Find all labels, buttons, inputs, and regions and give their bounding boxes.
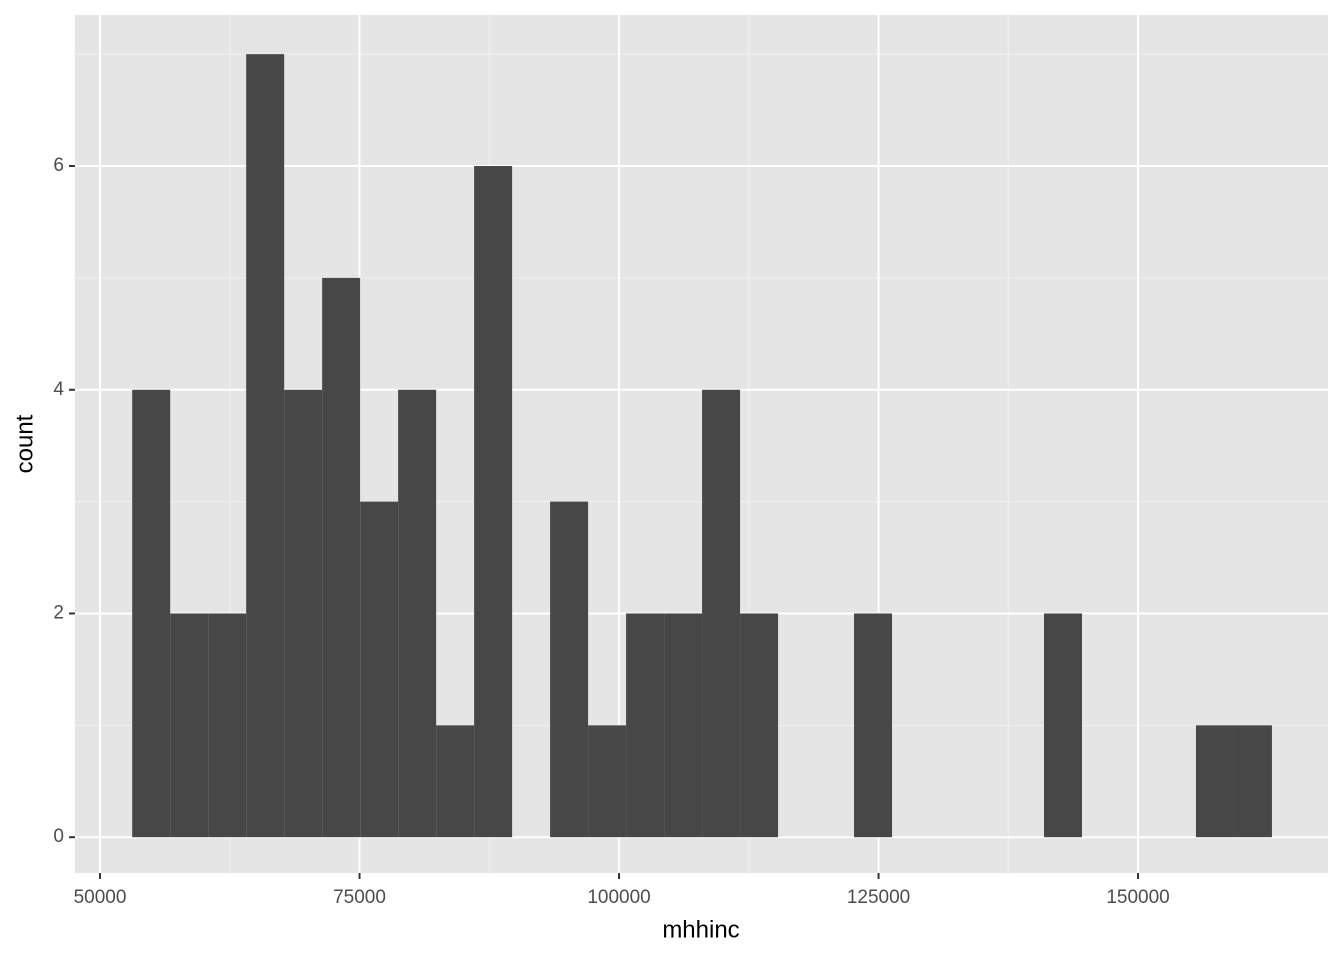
bar [170, 613, 209, 838]
bar [550, 501, 589, 838]
x-tick-label: 100000 [587, 887, 650, 908]
bar [436, 725, 475, 838]
bar [1195, 725, 1234, 838]
bar [474, 166, 513, 838]
bar [398, 389, 437, 838]
x-tick-label: 150000 [1106, 887, 1169, 908]
bar [626, 613, 665, 838]
y-tick-label: 4 [53, 379, 64, 400]
y-tick-label: 6 [53, 155, 64, 176]
bar [360, 501, 399, 838]
bar [854, 613, 893, 838]
bar [1233, 725, 1272, 838]
bar [588, 725, 627, 838]
x-tick-label: 125000 [847, 887, 910, 908]
bars [132, 54, 1272, 838]
axes: 50000 75000 100000 125000 150000 0 2 4 6 [53, 155, 1169, 908]
bar [740, 613, 779, 838]
x-tick-label: 50000 [74, 887, 127, 908]
x-tick-label: 75000 [333, 887, 386, 908]
y-axis-title: count [11, 414, 38, 473]
bar [1043, 613, 1082, 838]
bar [664, 613, 703, 838]
bar [208, 613, 247, 838]
y-tick-label: 2 [53, 602, 64, 623]
x-axis-title: mhhinc [662, 916, 739, 943]
bar [702, 389, 741, 838]
bar [132, 389, 171, 838]
y-tick-label: 0 [53, 826, 64, 847]
bar [284, 389, 323, 838]
bar [322, 277, 361, 838]
bar [246, 54, 285, 838]
